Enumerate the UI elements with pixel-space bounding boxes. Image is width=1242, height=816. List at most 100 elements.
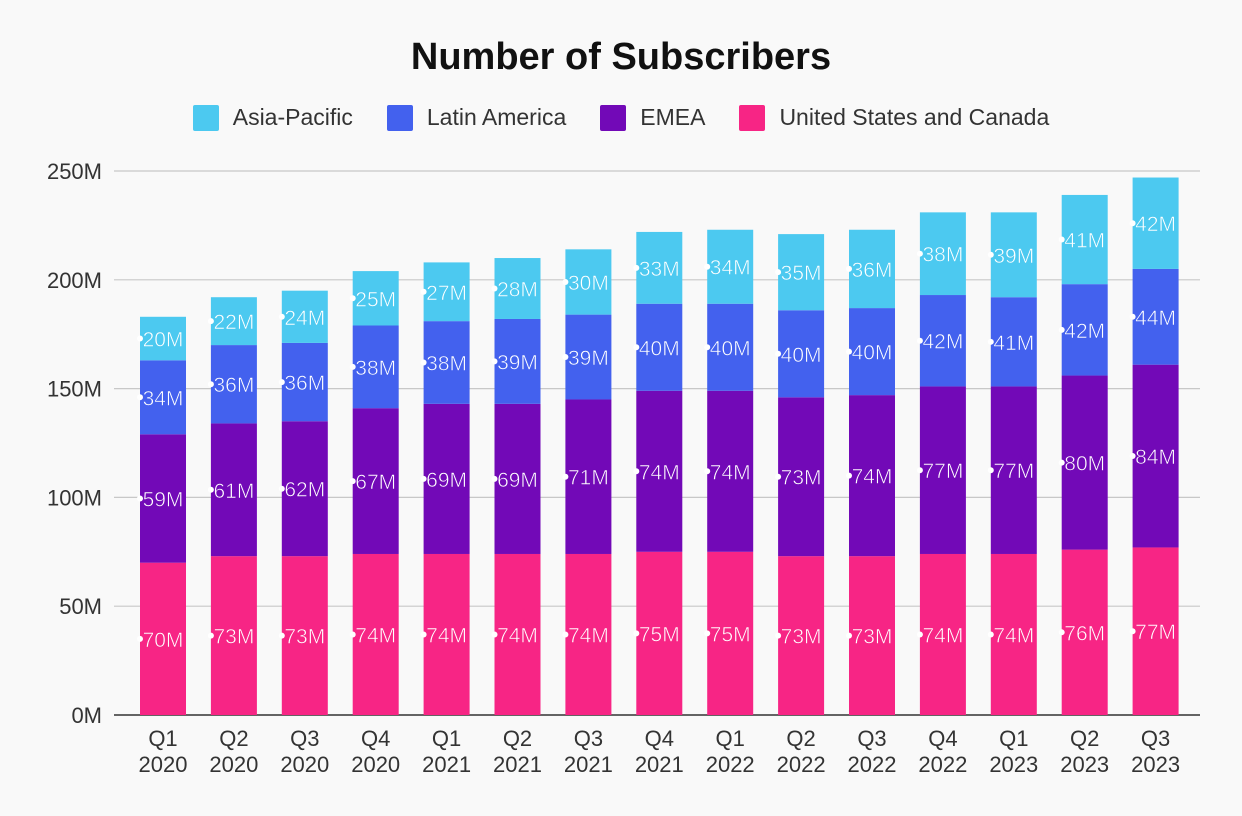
data-label-marker	[137, 394, 143, 401]
bar-segment	[707, 390, 754, 552]
legend-label: EMEA	[640, 104, 706, 130]
data-label-marker	[775, 632, 782, 639]
data-label: 74M	[497, 624, 538, 647]
bar-segment	[778, 234, 825, 311]
bar-segment	[849, 556, 895, 715]
data-label-marker	[916, 467, 923, 474]
data-label-marker	[278, 632, 285, 639]
data-label: 41M	[1064, 230, 1105, 253]
data-label: 71M	[568, 467, 609, 490]
bar-segment	[1061, 194, 1108, 285]
bar-segment	[990, 553, 1037, 715]
data-label: 39M	[993, 245, 1034, 268]
data-label: 80M	[1064, 453, 1105, 476]
data-label-marker	[704, 263, 711, 270]
x-tick-label: Q1	[716, 726, 745, 751]
data-label: 61M	[213, 480, 254, 503]
x-tick-label: 2021	[635, 752, 684, 777]
bar-segment	[281, 421, 328, 557]
data-label: 35M	[781, 262, 822, 285]
x-tick-label: Q2	[503, 726, 532, 751]
legend-label: Latin America	[426, 104, 567, 130]
bar-segment	[919, 295, 966, 387]
data-label: 24M	[284, 307, 325, 330]
data-label-marker	[633, 468, 640, 475]
data-label-marker	[987, 251, 994, 258]
legend-swatch	[600, 104, 627, 131]
data-label-marker	[633, 630, 640, 637]
bar-segment	[494, 553, 541, 715]
bar-segment	[1132, 268, 1179, 365]
data-label: 73M	[781, 467, 822, 490]
data-label-marker	[775, 269, 782, 276]
x-tick-label: Q1	[999, 726, 1028, 751]
chart-title: Number of Subscribers	[410, 36, 832, 78]
data-label: 39M	[497, 351, 538, 374]
data-label-marker	[349, 631, 356, 638]
data-label-marker	[562, 354, 569, 361]
x-tick-label: 2022	[706, 752, 755, 777]
x-tick-label: 2023	[1060, 752, 1109, 777]
bar-segment	[636, 390, 683, 552]
data-label: 38M	[922, 244, 963, 267]
data-label-marker	[1129, 220, 1136, 227]
data-label: 74M	[922, 624, 963, 647]
data-label: 40M	[852, 342, 893, 365]
x-tick-label: Q4	[928, 726, 957, 751]
bar-segment	[565, 553, 612, 715]
bar-segment	[210, 297, 257, 346]
data-label-marker	[846, 632, 852, 639]
data-label-marker	[1058, 236, 1065, 243]
bar-segment	[919, 212, 966, 296]
bar-segment	[494, 318, 541, 404]
data-label-marker	[1129, 628, 1136, 635]
data-label-marker	[562, 473, 569, 480]
data-label: 42M	[922, 331, 963, 354]
bar-segment	[707, 229, 754, 304]
data-label-marker	[562, 631, 569, 638]
bar-segment	[849, 229, 895, 309]
bar-segment	[990, 386, 1037, 554]
y-tick-label: 150M	[47, 377, 102, 402]
bar-segment	[140, 562, 186, 715]
data-label: 40M	[639, 337, 680, 360]
data-label-marker	[137, 495, 143, 502]
legend-item: Asia-Pacific	[192, 104, 353, 131]
bar-segment	[140, 316, 186, 361]
x-tick-label: Q3	[574, 726, 603, 751]
x-tick-label: Q1	[432, 726, 461, 751]
bar-segment	[919, 553, 966, 715]
y-tick-label: 250M	[47, 159, 102, 184]
x-tick-label: Q2	[219, 726, 248, 751]
bar-segment	[352, 325, 399, 409]
y-tick-label: 0M	[71, 703, 102, 728]
data-label: 74M	[568, 624, 609, 647]
data-label-marker	[278, 379, 285, 386]
data-label: 42M	[1135, 213, 1176, 236]
data-label: 44M	[1135, 307, 1176, 330]
bar-segment	[707, 303, 754, 391]
x-tick-label: Q2	[1070, 726, 1099, 751]
bar-segment	[1061, 549, 1108, 715]
data-label: 84M	[1135, 446, 1176, 469]
data-label-marker	[562, 278, 569, 285]
legend-swatch	[192, 104, 219, 131]
bar-segment	[919, 386, 966, 554]
data-label-marker	[137, 635, 143, 642]
x-tick-label: 2020	[139, 752, 188, 777]
data-label: 74M	[710, 461, 751, 484]
bar-segment	[494, 258, 541, 319]
data-label: 22M	[213, 311, 254, 334]
data-label-marker	[278, 313, 285, 320]
data-label: 41M	[993, 332, 1034, 355]
data-label: 27M	[426, 282, 467, 305]
bar-segment	[140, 360, 186, 435]
bar-segment	[494, 403, 541, 554]
legend: Asia-Pacific Latin America EMEA United Stat…	[0, 104, 1242, 131]
bar-segment	[778, 556, 825, 715]
bar-segment	[849, 395, 895, 557]
data-label-marker	[207, 318, 214, 325]
data-label-marker	[349, 478, 356, 485]
y-tick-label: 100M	[47, 485, 102, 510]
